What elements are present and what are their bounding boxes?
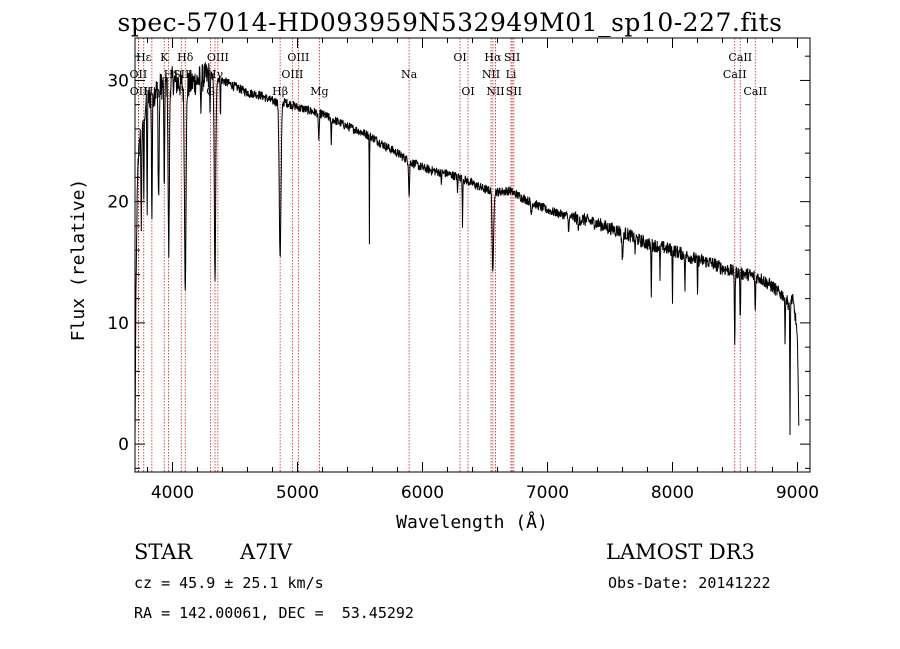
line-label-6: Hδ: [177, 51, 194, 64]
line-label-14: Mg: [310, 85, 328, 98]
line-label-3: Hη: [144, 85, 160, 98]
line-label-1: OII: [130, 68, 148, 81]
y-tick-label-3: 30: [107, 71, 129, 91]
spectrum-line: [135, 62, 800, 440]
x-tick-label-5: 9000: [776, 483, 819, 503]
chart-title: spec-57014-HD093959N532949M01_sp10-227.f…: [117, 8, 783, 37]
line-label-15: Na: [401, 68, 418, 81]
line-label-18: Hα: [484, 51, 502, 64]
spectrum-chart: 4000 5000 6000 7000 8000 9000 0 10 20 30 Hε OII OII…: [68, 37, 819, 533]
survey-name: LAMOST DR3: [606, 540, 755, 564]
line-label-5: H: [164, 68, 174, 81]
line-label-9: Hγ: [207, 68, 224, 81]
line-label-13: Hβ: [272, 85, 288, 98]
line-label-0: Hε: [136, 51, 152, 64]
x-axis-label: Wavelength (Å): [396, 511, 548, 533]
obs-date: Obs-Date: 20141222: [608, 574, 771, 592]
line-label-11: OIII: [287, 51, 309, 64]
x-tick-label-3: 7000: [526, 483, 569, 503]
line-label-19: NII: [482, 68, 500, 81]
line-label-25: CaII: [723, 68, 747, 81]
spectrum-series: [135, 62, 800, 440]
line-label-23: SII: [506, 85, 522, 98]
y-tick-label-0: 0: [118, 435, 129, 455]
redshift-value: cz = 45.9 ± 25.1 km/s: [134, 574, 324, 592]
line-label-21: SII: [504, 51, 520, 64]
line-label-24: CaII: [728, 51, 752, 64]
x-tick-label-2: 6000: [401, 483, 444, 503]
y-tick-label-2: 20: [107, 193, 129, 213]
x-tick-label-4: 8000: [651, 483, 694, 503]
line-label-17: OI: [461, 85, 474, 98]
y-axis-label: Flux (relative): [68, 179, 89, 342]
line-label-16: OI: [453, 51, 466, 64]
line-label-10: G: [206, 85, 215, 98]
line-label-12: OIII: [281, 68, 303, 81]
spectral-line-markers: [137, 38, 756, 472]
axis-ticks: 4000 5000 6000 7000 8000 9000 0 10 20 30: [107, 38, 819, 503]
line-label-7: SII: [173, 68, 189, 81]
object-class: STAR: [134, 540, 193, 564]
x-tick-label-1: 5000: [276, 483, 319, 503]
line-label-26: CaII: [743, 85, 767, 98]
line-label-2: OII: [130, 85, 148, 98]
plot-frame: [134, 37, 811, 473]
y-tick-label-1: 10: [107, 314, 129, 334]
line-label-4: K: [160, 51, 169, 64]
x-tick-label-0: 4000: [151, 483, 194, 503]
line-label-22: Li: [506, 68, 517, 81]
coordinates: RA = 142.00061, DEC = 53.45292: [134, 604, 414, 622]
object-subclass: A7IV: [240, 540, 292, 564]
line-label-8: OIII: [207, 51, 229, 64]
line-label-20: NII: [486, 85, 504, 98]
